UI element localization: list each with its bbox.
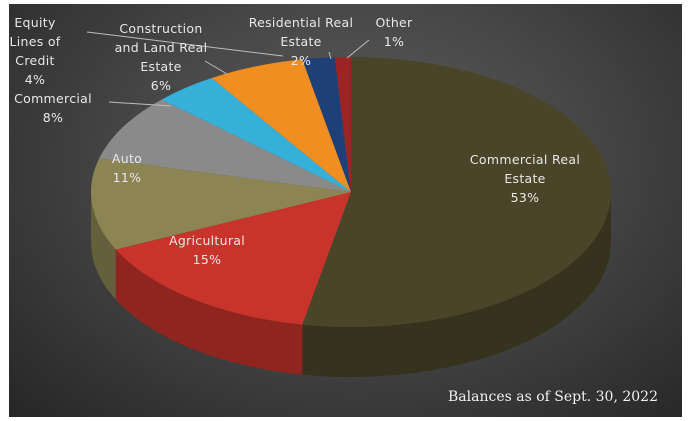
slice-label-line: 2% xyxy=(291,53,311,68)
slice-label-residential-real-estate: Residential Real Estate 2% xyxy=(249,15,354,68)
slice-label-line: Other xyxy=(376,15,414,30)
balances-footnote: Balances as of Sept. 30, 2022 xyxy=(448,389,658,405)
slice-label-line: 11% xyxy=(113,170,142,185)
pie-slice-agricultural xyxy=(115,192,351,325)
leader-lines xyxy=(86,31,370,107)
pie-side-agricultural xyxy=(115,249,303,375)
pie-slice-other xyxy=(334,57,351,192)
pie-sides xyxy=(91,192,611,377)
slice-label-line: Auto xyxy=(112,151,142,166)
slice-label-line: 8% xyxy=(43,110,63,125)
slice-labels: Commercial Real Estate 53%Agricultural 15%A… xyxy=(10,15,580,267)
slice-label-commercial: Commercial 8% xyxy=(14,91,92,125)
leader-line-residential-real-estate xyxy=(328,51,332,60)
slice-label-line: and Land Real xyxy=(115,40,208,55)
pie-slice-auto xyxy=(90,158,351,250)
slice-label-line: Estate xyxy=(280,34,321,49)
slice-label-construction-and-land-real-estate: Construction and Land Real Estate 6% xyxy=(115,21,208,93)
slice-label-line: 53% xyxy=(511,190,540,205)
leader-line-other xyxy=(346,39,370,59)
slice-label-agricultural: Agricultural 15% xyxy=(169,233,245,267)
leader-line-construction-and-land-real-estate xyxy=(204,60,228,75)
slice-label-line: 1% xyxy=(384,34,404,49)
pie-tops xyxy=(90,57,612,328)
pie-chart: Commercial Real Estate 53%Agricultural 15%A… xyxy=(10,15,612,377)
slice-label-line: Commercial Real xyxy=(470,152,580,167)
slice-label-line: Residential Real xyxy=(249,15,354,30)
slice-label-other: Other 1% xyxy=(376,15,414,49)
leader-line-equity-lines-of-credit xyxy=(86,31,284,57)
pie-slice-construction-and-land-real-estate xyxy=(211,59,351,192)
slice-label-line: Construction xyxy=(119,21,202,36)
slice-label-line: Estate xyxy=(140,59,181,74)
slice-label-line: Estate xyxy=(504,171,545,186)
pie-slice-commercial-real-estate xyxy=(302,57,612,328)
chart-panel: Commercial Real Estate 53% Agricultural 15% A… xyxy=(9,4,682,417)
slice-label-line: 15% xyxy=(193,252,222,267)
leader-line-commercial xyxy=(108,101,172,107)
pie-slice-residential-real-estate xyxy=(302,57,351,193)
slice-label-line: 6% xyxy=(151,78,171,93)
slice-label-line: Lines of xyxy=(10,34,61,49)
pie-slice-commercial xyxy=(99,99,351,192)
slice-label-line: Credit xyxy=(15,53,54,68)
pie-side-auto xyxy=(91,192,116,300)
slice-label-line: Equity xyxy=(14,15,56,30)
pie-slice-equity-lines-of-credit xyxy=(161,78,351,192)
slice-label-line: Agricultural xyxy=(169,233,245,248)
slice-label-line: Commercial xyxy=(14,91,92,106)
slice-label-equity-lines-of-credit: Equity Lines of Credit 4% xyxy=(10,15,61,87)
pie-side-commercial-real-estate xyxy=(302,192,611,377)
slice-label-auto: Auto 11% xyxy=(112,151,142,185)
slice-label-commercial-real-estate: Commercial Real Estate 53% xyxy=(470,152,580,205)
slice-label-line: 4% xyxy=(25,72,45,87)
